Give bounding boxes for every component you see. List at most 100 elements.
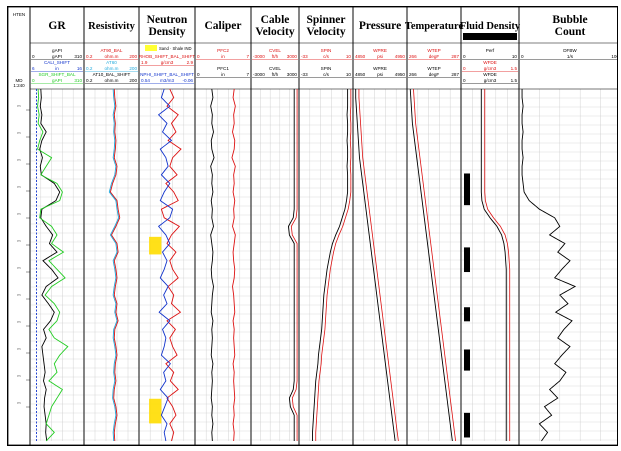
curve-dfbw [521, 89, 577, 442]
curve-max: 310 [74, 78, 82, 83]
perf-interval-bar [464, 349, 470, 371]
curve-max: 1.5 [511, 78, 518, 83]
curve-unit: ohm.m [104, 66, 118, 71]
track-title: Fluid Density [460, 21, 521, 32]
curve-min: 0 [32, 54, 35, 59]
curve-at60 [108, 88, 120, 442]
track-title: Caliper [204, 20, 241, 32]
curve-cvel [287, 89, 295, 441]
curve-unit: in [221, 72, 225, 77]
curve-reference-red [413, 88, 456, 442]
curve-unit: g/cm3 [484, 78, 497, 83]
track-title: Resistivity [88, 21, 135, 32]
curve-unit: ohm.m [104, 54, 118, 59]
curve-mnemonic: AT10_BAL_SHIFT [93, 72, 131, 77]
curve-unit: ft/h [272, 54, 279, 59]
depth-tick-label: m [17, 212, 20, 216]
curve-mnemonic: WFDE [483, 72, 497, 77]
curve-min: 6 [32, 66, 35, 71]
curve-min: -33 [301, 54, 308, 59]
curve-max: 287 [451, 54, 459, 59]
depth-tick-label: m [17, 374, 20, 378]
depth-tick-label: m [17, 401, 20, 405]
curve-wpre [355, 89, 396, 442]
curve-mnemonic: SPIN [321, 66, 332, 71]
curve-min: 0 [197, 54, 200, 59]
curve-min: -33 [301, 72, 308, 77]
curve-min: 4850 [355, 72, 366, 77]
curve-min: 0 [463, 78, 466, 83]
sand-shale-swatch [145, 45, 157, 51]
curve-unit: psi [377, 54, 383, 59]
sand-fill-patch [149, 236, 162, 255]
curve-min: 0.54 [141, 78, 150, 83]
curve-unit: c/s [323, 54, 330, 59]
curve-unit: g/cm3 [484, 66, 497, 71]
curve-pfc2 [231, 88, 236, 442]
curve-mnemonic: Perf [486, 48, 495, 53]
curve-unit: degF [429, 72, 440, 77]
perf-interval-bar [464, 412, 470, 438]
left-panel-label: MD [16, 78, 24, 83]
track-border [518, 7, 617, 445]
curve-mnemonic: CVEL [269, 66, 281, 71]
curve-min: 1.9 [141, 60, 148, 65]
track-title: Pressure [359, 20, 401, 32]
curve-reference-red [290, 89, 298, 441]
curve-mnemonic: gAPI [52, 48, 62, 53]
log-chart-svg: HTEN MD1:240 m m m m m m m m m m m m GR gAPI 0 gAPI 310 CAL… [8, 7, 617, 445]
curve-max: 10 [512, 54, 518, 59]
curve-wfde [480, 89, 507, 441]
curve-sgr-shift-bal [37, 88, 69, 442]
curve-max: -0.06 [183, 78, 194, 83]
curve-min: 0 [463, 66, 466, 71]
sand-fill-patch [149, 398, 162, 424]
curve-mnemonic: DFBW [563, 48, 577, 53]
curve-min: 266 [409, 72, 417, 77]
curve-mnemonic: PFC1 [217, 66, 229, 71]
curve-mnemonic: WFDE [483, 60, 497, 65]
curve-max: 200 [129, 66, 137, 71]
perf-interval-bar [464, 247, 470, 273]
depth-tick-label: m [17, 320, 20, 324]
curve-unit: 1/s [567, 54, 574, 59]
depth-tick-label: m [17, 347, 20, 351]
track-title: Count [555, 26, 586, 38]
curve-max: 200 [129, 78, 137, 83]
curve-mnemonic: RHOB_SHIFT_BAL_SHIFT [139, 54, 195, 59]
curve-at90-bal [109, 88, 121, 442]
curve-min: 0.2 [86, 66, 93, 71]
perf-interval-bar [464, 307, 470, 322]
curve-unit: c/s [323, 72, 330, 77]
depth-panel [8, 7, 31, 445]
curve-unit: ohm.m [104, 78, 118, 83]
depth-tick-label: m [17, 239, 20, 243]
curve-min: 4850 [355, 54, 366, 59]
curve-min: 0.2 [86, 78, 93, 83]
perf-interval-bar [464, 173, 470, 206]
left-panel-label: 1:240 [13, 83, 25, 88]
sand-shale-label: Sand · Shale IND [159, 46, 192, 51]
curve-mnemonic: AT90_BAL [101, 48, 123, 53]
fluid-density-header-bar [463, 33, 517, 40]
track-title: Neutron [147, 14, 188, 26]
curve-max: 2.9 [187, 60, 194, 65]
curve-max: 7 [246, 54, 249, 59]
curve-min: 0 [32, 78, 35, 83]
curve-max: 16 [77, 66, 83, 71]
curve-wtep [409, 88, 453, 442]
track-title: Temperature [405, 21, 464, 32]
curve-nphi-shift-bal-shift [157, 88, 174, 442]
track-title: Bubble [552, 14, 587, 26]
curve-rhob-shift-bal-shift [160, 88, 182, 442]
curve-min: 266 [409, 54, 417, 59]
curve-gapi [39, 88, 61, 442]
track-title: GR [48, 20, 66, 32]
curve-reference-red [484, 89, 511, 441]
depth-tick-label: m [17, 131, 20, 135]
well-log-plot: HTEN MD 1:240 m m m m m m m m m m m m GR gAPI 0 gAPI 310 CAL… [7, 6, 618, 446]
curve-mnemonic: NPHI_SHIFT_BAL_SHIFT [140, 72, 194, 77]
curve-min: -3000 [253, 72, 265, 77]
curve-mnemonic: WTEP [427, 48, 440, 53]
curve-max: 100 [611, 54, 617, 59]
